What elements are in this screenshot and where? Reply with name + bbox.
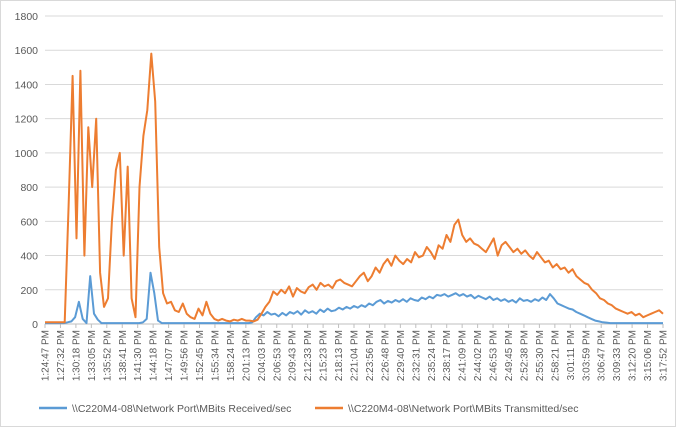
x-tick-label: 1:30:18 PM	[71, 330, 82, 381]
x-tick-label: 1:58:24 PM	[226, 330, 237, 381]
x-tick-label: 3:17:52 PM	[659, 330, 670, 381]
x-axis: 1:24:47 PM 1:27:32 PM 1:30:18 PM 1:33:05 PM…	[41, 323, 670, 381]
x-tick-label: 2:58:21 PM	[550, 330, 561, 381]
series-group	[45, 52, 664, 325]
x-tick-label: 2:32:31 PM	[411, 330, 422, 381]
y-axis-ticks: 0 200 400 600 800 1000 1200 1400 1600 1800	[15, 11, 39, 331]
x-tick-label: 1:41:30 PM	[133, 330, 144, 381]
x-tick-label: 2:55:30 PM	[535, 330, 546, 381]
x-tick-label: 2:44:02 PM	[473, 330, 484, 381]
legend-label-0: \\C220M4-08\Network Port\MBits Received/…	[72, 403, 291, 415]
x-tick-label: 2:46:53 PM	[489, 330, 500, 381]
x-tick-label: 1:44:18 PM	[149, 330, 160, 381]
x-tick-label: 1:47:07 PM	[164, 330, 175, 381]
x-tick-label: 2:01:13 PM	[241, 330, 252, 381]
x-tick-label: 3:01:11 PM	[566, 330, 577, 380]
x-tick-label: 3:15:06 PM	[643, 330, 654, 381]
legend: \\C220M4-08\Network Port\MBits Received/…	[39, 403, 579, 415]
x-tick-label: 1:35:52 PM	[102, 330, 113, 381]
x-tick-label: 2:26:48 PM	[380, 330, 391, 381]
x-tick-label: 3:06:47 PM	[597, 330, 608, 381]
y-tick-label: 1200	[15, 114, 39, 126]
x-tick-label: 2:35:24 PM	[427, 330, 438, 381]
y-tick-label: 800	[20, 182, 38, 194]
x-tick-label: 2:23:56 PM	[365, 330, 376, 381]
x-tick-label: 1:27:32 PM	[56, 330, 67, 381]
x-tick-label: 3:09:33 PM	[612, 330, 623, 381]
x-tick-label: 2:06:53 PM	[272, 330, 283, 381]
x-tick-label: 1:33:05 PM	[87, 330, 98, 381]
x-tick-label: 3:03:59 PM	[581, 330, 592, 381]
x-tick-label: 3:12:20 PM	[628, 330, 639, 381]
x-tick-label: 1:24:47 PM	[41, 330, 52, 381]
x-tick-label: 2:29:40 PM	[396, 330, 407, 381]
y-tick-label: 1800	[15, 11, 39, 23]
y-tick-label: 1000	[15, 148, 39, 160]
x-tick-label: 2:38:17 PM	[442, 330, 453, 381]
x-tick-label: 2:04:03 PM	[257, 330, 268, 381]
y-tick-label: 400	[20, 251, 38, 263]
x-tick-label: 1:52:45 PM	[195, 330, 206, 381]
x-tick-label: 2:15:23 PM	[319, 330, 330, 381]
y-tick-label: 0	[32, 319, 38, 331]
y-tick-label: 1400	[15, 79, 39, 91]
x-tick-label: 1:38:41 PM	[118, 330, 129, 381]
x-tick-label: 1:49:56 PM	[180, 330, 191, 381]
series-line-0	[45, 271, 663, 325]
x-tick-label: 2:41:09 PM	[458, 330, 469, 381]
y-tick-label: 200	[20, 285, 38, 297]
legend-label-1: \\C220M4-08\Network Port\MBits Transmitt…	[348, 403, 579, 415]
x-tick-label: 2:21:04 PM	[350, 330, 361, 381]
x-tick-label: 2:12:33 PM	[303, 330, 314, 381]
gridlines	[45, 15, 663, 325]
x-tick-label: 1:55:34 PM	[210, 330, 221, 381]
x-tick-label: 2:09:43 PM	[288, 330, 299, 381]
x-tick-label: 2:49:45 PM	[504, 330, 515, 381]
y-tick-label: 600	[20, 216, 38, 228]
series-line-1	[45, 52, 664, 324]
x-tick-label: 2:18:13 PM	[334, 330, 345, 381]
y-tick-label: 1600	[15, 45, 39, 57]
x-tick-label: 2:52:38 PM	[519, 330, 530, 381]
